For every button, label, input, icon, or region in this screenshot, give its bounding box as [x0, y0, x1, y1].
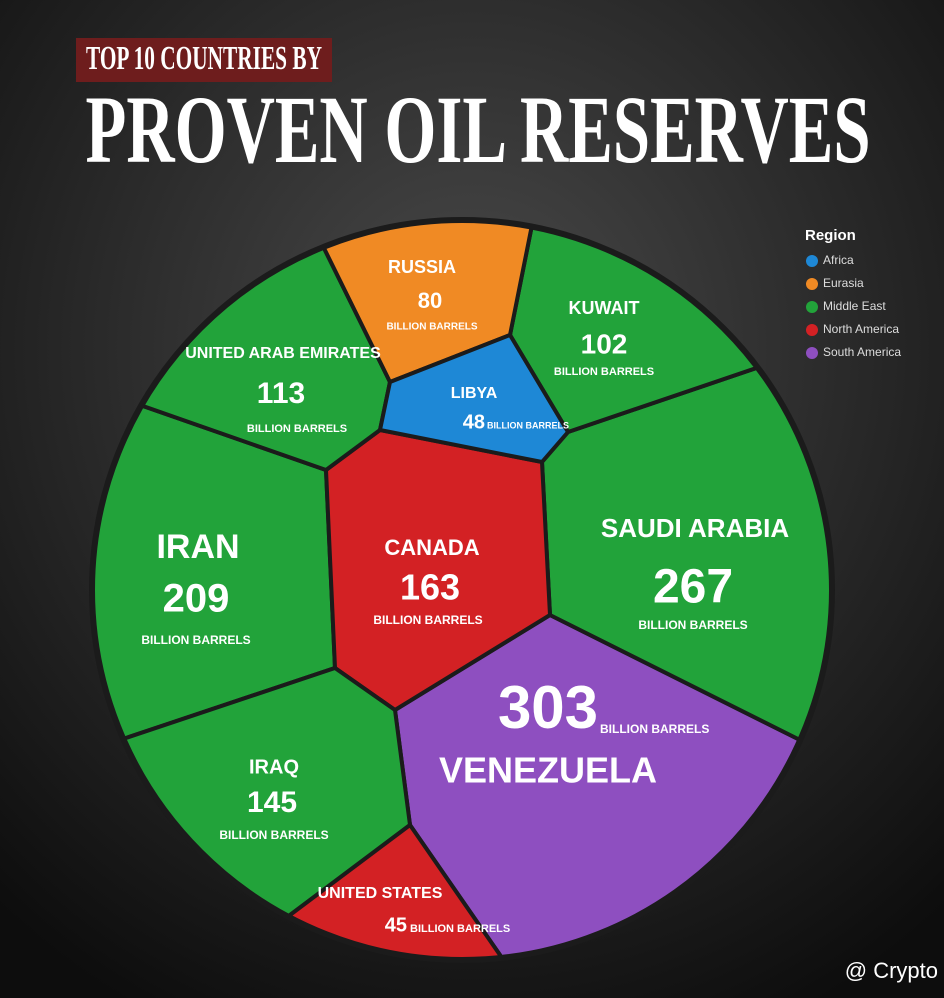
value-label: 45	[385, 914, 407, 936]
unit-label: BILLION BARRELS	[141, 633, 250, 647]
country-label: IRAN	[156, 528, 239, 566]
unit-label: BILLION BARRELS	[638, 618, 747, 632]
chart-subtitle: PROVEN OIL RESERVES	[86, 76, 871, 183]
legend-label: Africa	[823, 253, 854, 267]
value-label: 113	[257, 377, 305, 410]
country-label: UNITED ARAB EMIRATES	[185, 345, 381, 362]
title-box	[76, 38, 332, 82]
country-label: CANADA	[384, 535, 479, 560]
legend-marker	[806, 278, 818, 290]
cell	[377, 332, 571, 465]
chart-title: TOP 10 COUNTRIES BY	[86, 40, 322, 77]
country-label: UNITED STATES	[318, 885, 443, 902]
legend-label: North America	[823, 322, 899, 336]
outline	[89, 217, 835, 963]
value-label: 163	[400, 567, 460, 608]
legend-marker	[806, 255, 818, 267]
unit-label: BILLION BARRELS	[386, 322, 477, 333]
value-label: 102	[581, 328, 628, 359]
credit: @ Crypto	[845, 958, 938, 983]
unit-label: BILLION BARRELS	[410, 923, 510, 935]
value-label: 209	[163, 577, 230, 621]
unit-label: BILLION BARRELS	[219, 828, 328, 842]
country-label: RUSSIA	[388, 257, 456, 277]
value-label: 48	[463, 411, 485, 433]
legend-label: Middle East	[823, 299, 886, 313]
country-label: KUWAIT	[569, 298, 640, 318]
legend-title: Region	[805, 227, 856, 244]
unit-label: BILLION BARRELS	[554, 366, 654, 378]
value-label: 80	[418, 288, 442, 313]
country-label: SAUDI ARABIA	[601, 513, 789, 543]
value-label: 303	[498, 674, 598, 741]
legend-marker	[806, 347, 818, 359]
legend-marker	[806, 301, 818, 313]
unit-label: BILLION BARRELS	[487, 420, 569, 430]
unit-label: BILLION BARRELS	[373, 613, 482, 627]
country-label: IRAQ	[249, 756, 299, 778]
unit-label: BILLION BARRELS	[247, 423, 347, 435]
legend-marker	[806, 324, 818, 336]
value-label: 145	[247, 786, 297, 819]
legend-label: South America	[823, 345, 901, 359]
legend-label: Eurasia	[823, 276, 864, 290]
unit-label: BILLION BARRELS	[600, 722, 709, 736]
country-label: VENEZUELA	[439, 750, 657, 791]
country-label: LIBYA	[451, 385, 498, 402]
value-label: 267	[653, 561, 733, 614]
